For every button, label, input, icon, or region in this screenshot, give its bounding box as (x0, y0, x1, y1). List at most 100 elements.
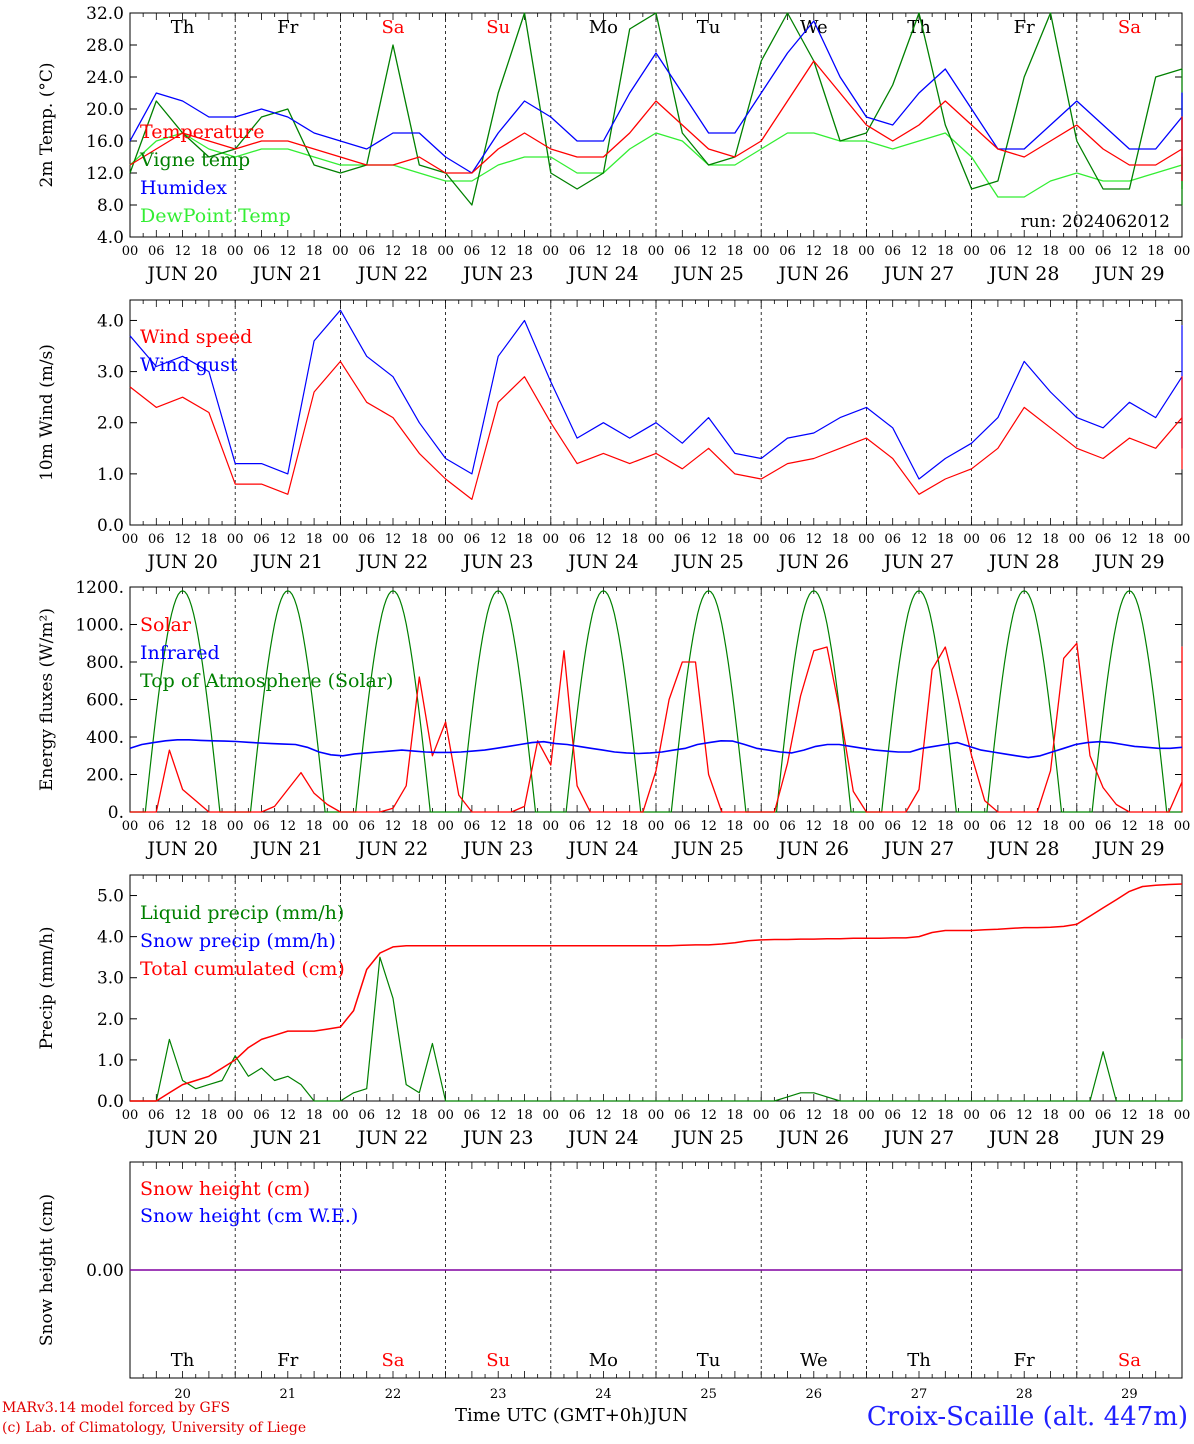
y-tick-label: 20.0 (86, 100, 124, 120)
hour-tick-label: 18 (727, 244, 744, 259)
date-label: JUN 20 (145, 838, 217, 860)
hour-tick-label: 00 (1174, 244, 1191, 259)
hour-tick-label: 00 (122, 244, 139, 259)
hour-tick-label: 00 (1069, 1108, 1086, 1123)
hour-tick-label: 00 (227, 819, 244, 834)
legend-entry: Top of Atmosphere (Solar) (140, 670, 393, 692)
series-line-light_green (129, 132, 1183, 198)
weekday-label: Fr (277, 1350, 298, 1371)
panel-5: 0.00 Snow height (cm) Snow height (cm) Snow… (37, 1161, 1183, 1402)
hour-tick-label: 06 (358, 819, 375, 834)
hour-tick-label: 12 (806, 819, 823, 834)
hour-tick-label: 12 (280, 244, 297, 259)
weekday-label: Fr (1014, 17, 1035, 38)
hour-tick-label: 00 (963, 1108, 980, 1123)
hour-tick-label: 18 (306, 1108, 323, 1123)
hour-tick-label: 06 (569, 532, 586, 547)
series-line-cumulated (130, 883, 1183, 1102)
date-label: JUN 21 (251, 551, 323, 573)
hour-tick-label: 06 (253, 819, 270, 834)
hour-tick-label: 00 (332, 819, 349, 834)
hour-tick-label: 00 (858, 819, 875, 834)
hour-tick-label: 06 (1095, 532, 1112, 547)
weekday-label: Tu (697, 17, 721, 38)
hour-tick-label: 06 (358, 1108, 375, 1123)
hour-tick-label: 00 (858, 244, 875, 259)
date-label: JUN 26 (777, 551, 849, 573)
hour-tick-label: 18 (411, 532, 428, 547)
hour-tick-label: 18 (201, 1108, 218, 1123)
hour-tick-label: 12 (700, 819, 717, 834)
hour-tick-label: 00 (543, 819, 560, 834)
panel-2: 0.0 1.0 2.0 3.0 4.0 10m Wind (m/s) 00 06 12 18 00 0… (37, 299, 1191, 573)
hour-tick-label: 18 (621, 819, 638, 834)
date-label: JUN 28 (987, 551, 1059, 573)
y-tick-label: 600. (86, 691, 124, 711)
y-tick-label: 0.00 (86, 1261, 124, 1281)
hour-tick-label: 06 (464, 819, 481, 834)
hour-tick-label: 00 (437, 532, 454, 547)
date-label: JUN 26 (777, 263, 849, 285)
hour-tick-label: 00 (332, 532, 349, 547)
hour-tick-label: 18 (516, 244, 533, 259)
hour-tick-label: 12 (174, 1108, 191, 1123)
hour-tick-label: 12 (1121, 532, 1138, 547)
hour-tick-label: 00 (648, 244, 665, 259)
hour-tick-label: 12 (174, 819, 191, 834)
hour-tick-label: 12 (385, 244, 402, 259)
date-label: JUN 22 (356, 838, 428, 860)
hour-tick-label: 06 (358, 244, 375, 259)
hour-tick-label: 18 (201, 819, 218, 834)
hour-tick-label: 12 (700, 244, 717, 259)
day-number-label: 26 (806, 1387, 823, 1402)
legend-entry: Humidex (140, 177, 227, 199)
hour-tick-label: 12 (700, 532, 717, 547)
legend-entry: Infrared (140, 642, 220, 664)
weekday-label: Su (486, 1350, 510, 1371)
date-label: JUN 28 (987, 838, 1059, 860)
hour-tick-label: 06 (779, 1108, 796, 1123)
y-tick-label: 24.0 (86, 68, 124, 88)
y-tick-label: 4.0 (97, 228, 124, 248)
weekday-label: Su (486, 17, 510, 38)
day-number-label: 24 (595, 1387, 612, 1402)
weekday-label: Th (907, 17, 931, 38)
series-line-infrared (129, 738, 1183, 759)
hour-tick-label: 18 (516, 1108, 533, 1123)
weekday-label: We (800, 1350, 828, 1371)
hour-tick-label: 06 (990, 1108, 1007, 1123)
day-number-label: 20 (174, 1387, 191, 1402)
hour-tick-label: 06 (990, 819, 1007, 834)
date-label: JUN 25 (671, 1127, 743, 1149)
hour-tick-label: 12 (490, 244, 507, 259)
y-tick-label: 3.0 (97, 969, 124, 989)
hour-tick-label: 00 (963, 244, 980, 259)
hour-tick-label: 00 (858, 532, 875, 547)
legend-entry: Wind speed (140, 326, 252, 348)
y-tick-label: 8.0 (97, 196, 124, 216)
y-tick-label: 800. (86, 653, 124, 673)
hour-tick-label: 18 (1042, 244, 1059, 259)
date-label: JUN 23 (461, 1127, 533, 1149)
y-axis-label: Precip (mm/h) (37, 926, 57, 1049)
hour-tick-label: 00 (963, 819, 980, 834)
date-label: JUN 26 (777, 1127, 849, 1149)
weekday-label: Sa (1118, 1350, 1141, 1371)
credit-line-1: MARv3.14 model forced by GFS (2, 1400, 231, 1416)
hour-tick-label: 18 (306, 244, 323, 259)
hour-tick-label: 18 (306, 819, 323, 834)
hour-tick-label: 00 (648, 819, 665, 834)
hour-tick-label: 00 (648, 1108, 665, 1123)
hour-tick-label: 00 (122, 1108, 139, 1123)
hour-tick-label: 12 (385, 1108, 402, 1123)
y-tick-label: 16.0 (86, 132, 124, 152)
hour-tick-label: 00 (753, 532, 770, 547)
y-tick-label: 1000. (75, 616, 124, 636)
date-label: JUN 27 (882, 263, 954, 285)
hour-tick-label: 00 (1174, 532, 1191, 547)
hour-tick-label: 06 (569, 819, 586, 834)
y-axis-label: 2m Temp. (°C) (37, 62, 57, 187)
hour-tick-label: 00 (1069, 819, 1086, 834)
legend-entry: Temperature (140, 121, 264, 143)
panel-3: 0. 200. 400. 600. 800. 1000. 1200. Energy fluxe… (37, 578, 1190, 860)
